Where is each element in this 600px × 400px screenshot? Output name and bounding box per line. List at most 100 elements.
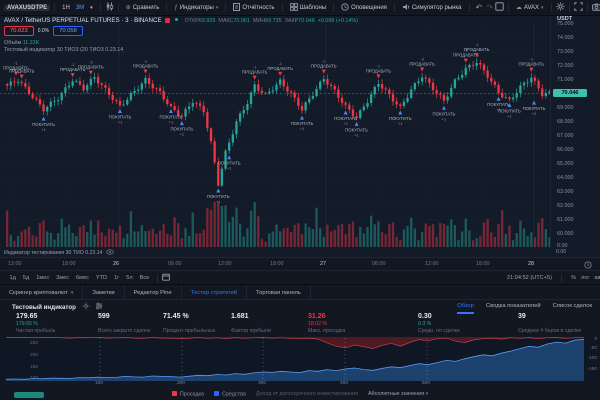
price-tick: 63.000 [557, 188, 574, 195]
cloud-icon: ☁ [515, 5, 522, 11]
range-button-Все[interactable]: Все [139, 275, 150, 281]
strategy-properties-icon[interactable] [95, 302, 103, 312]
range-button-5д[interactable]: 5д [22, 275, 30, 281]
divider [550, 3, 552, 12]
price-tick: 60.000 [557, 230, 574, 237]
price-tick: 68.000 [557, 118, 574, 125]
indicator-scale-value: 0.00 [556, 249, 567, 255]
range-button-1г[interactable]: 1г [114, 275, 120, 281]
drawdown-legend-item[interactable]: Просадка [171, 390, 204, 397]
redo-button[interactable]: ↷ [486, 3, 493, 12]
stat-label: Средн. по сделке [418, 328, 460, 334]
time-axis[interactable]: 12:00 18:00 26 06:00 12:00 18:00 27 06:00 12:00 1… [0, 257, 600, 271]
svg-text:-1: -1 [20, 64, 24, 69]
compare-icon: ⊕ [125, 5, 131, 11]
main-chart-pane[interactable]: ПРОДАВАТЬ -1 ПРОДАВАТЬ -1 ПОКУПАТЬ +1 ПРОДАВАТ… [0, 15, 550, 248]
gear-icon[interactable] [555, 2, 565, 13]
price-tick: 67.000 [557, 132, 574, 139]
symbol-button[interactable]: AVAXUSDTPE [4, 4, 51, 11]
divider [156, 273, 158, 283]
templates-button[interactable]: Шаблоны [287, 2, 330, 13]
stat-label: Процент прибыльных [163, 328, 216, 334]
price-tick: 61.000 [557, 216, 574, 223]
panel-tab-Тестер стратегий[interactable]: Тестер стратегий [182, 285, 248, 300]
tester-tab-Список сделок[interactable]: Список сделок [552, 303, 592, 309]
buy-button[interactable]: 70.058 [53, 26, 83, 36]
equity-legend-item[interactable]: Средства [214, 390, 246, 397]
svg-text:+1: +1 [180, 132, 185, 137]
strategy-settings-gear-icon[interactable] [82, 302, 90, 312]
layout-icon[interactable] [495, 2, 504, 13]
candlestick-chart[interactable]: ПРОДАВАТЬ-1ПРОДАВАТЬ-1ПОКУПАТЬ+1ПРОДАВАТ… [0, 15, 550, 248]
range-button-1мес[interactable]: 1мес [36, 275, 50, 281]
candle-style-icon[interactable] [105, 2, 114, 13]
tester-tab-Сводка показателей[interactable]: Сводка показателей [485, 303, 541, 309]
panel-tab-Заметки[interactable]: Заметки [83, 285, 125, 300]
svg-text:+1: +1 [343, 121, 348, 126]
equity-range-indicator[interactable] [14, 392, 44, 398]
panel-tab-Торговая панель[interactable]: Торговая панель [247, 285, 311, 300]
svg-text:+1: +1 [169, 120, 174, 125]
reports-button[interactable]: Отчётность [230, 2, 277, 13]
stat-Чистая прибыль: 179.65 179.65 % Чистая прибыль [16, 313, 98, 337]
price-axis[interactable]: USDT 75.00074.00073.00072.00071.00070.00… [550, 15, 600, 249]
clock-readout[interactable]: 21:04:52 (UTC+5) [507, 275, 552, 281]
camera-icon[interactable] [591, 3, 600, 13]
price-tick: 69.000 [557, 104, 574, 111]
svg-text:ПОКУПАТЬ: ПОКУПАТЬ [218, 161, 241, 166]
fullscreen-icon[interactable] [573, 2, 583, 13]
timezone-clock-icon[interactable] [584, 261, 592, 271]
log-scale-button[interactable]: лог [580, 275, 590, 281]
range-button-3мес[interactable]: 3мес [56, 275, 69, 281]
svg-text:+1: +1 [118, 120, 123, 125]
svg-text:-1: -1 [278, 61, 282, 66]
eye-icon[interactable] [105, 249, 114, 257]
svg-text:ПОКУПАТЬ: ПОКУПАТЬ [487, 102, 510, 107]
equity-x-tick: 300 [258, 381, 267, 386]
timeframe-1h-button[interactable]: 1Н [62, 4, 70, 11]
svg-text:ПОКУПАТЬ: ПОКУПАТЬ [523, 106, 546, 111]
price-tick: 72.000 [557, 62, 574, 69]
sell-button[interactable]: 70.023 [4, 26, 34, 36]
equity-y-right-tick: -150 [587, 366, 597, 372]
equity-y-right-tick: -50 [590, 345, 597, 351]
equity-x-tick: 500 [422, 381, 431, 386]
undo-button[interactable]: ↶ [475, 3, 483, 12]
volume-scale-tick: 0.00 [557, 243, 568, 249]
time-tick: 12:00 [8, 261, 22, 267]
tester-tab-Обзор[interactable]: Обзор [457, 300, 474, 314]
panel-tab-Редактор Pine[interactable]: Редактор Pine [125, 285, 182, 300]
panel-tab-Скринер криптовалют[interactable]: Скринер криптовалют ▾ [0, 285, 84, 300]
svg-text:ПОКУПАТЬ: ПОКУПАТЬ [207, 194, 230, 199]
stat-label: Среднее # баров в сделке [518, 328, 582, 334]
timeframe-3m-button[interactable]: 3М [75, 4, 85, 11]
time-tick: 27 [320, 261, 326, 267]
auto-scale-button[interactable]: авто [594, 275, 600, 281]
bottom-toolbar: 1д 5д 1мес 3мес 6мес YTD 1г 5л Все 21:04:52 (UTC… [0, 270, 600, 285]
market-simulator-button[interactable]: Симулятор рынка [399, 3, 465, 13]
values-mode-dropdown[interactable]: Абсолютные значения ▾ [367, 391, 429, 397]
equity-curve-chart[interactable]: 250 200 150 100 0 -50 -100 -150 [0, 337, 600, 381]
compare-button[interactable]: ⊕ Сравнить [125, 4, 160, 12]
svg-text:-1: -1 [71, 62, 75, 67]
alerts-button[interactable]: Оповещения [338, 2, 390, 13]
indicators-button[interactable]: ƒ Индикаторы ▾ [174, 4, 219, 11]
percent-scale-button[interactable]: % [570, 275, 576, 281]
chevron-down-icon: ▾ [70, 289, 74, 296]
buyhold-legend-item[interactable]: Доход от долгосрочного инвестирования [255, 391, 358, 397]
tester-indicator-label[interactable]: Индикатор тестирования 30 ТИО 0.23.14 [4, 249, 114, 257]
go-to-date-icon[interactable] [161, 273, 170, 283]
svg-text:ПРОДАВАТЬ: ПРОДАВАТЬ [242, 70, 268, 75]
speaker-icon [402, 3, 410, 13]
chevron-down-icon[interactable]: ▾ [90, 4, 93, 11]
price-tick: 73.000 [557, 48, 574, 55]
svg-text:-1: -1 [464, 48, 468, 53]
equity-x-tick: 400 [340, 381, 349, 386]
range-button-5л[interactable]: 5л [126, 275, 133, 281]
range-button-6мес[interactable]: 6мес [76, 275, 89, 281]
time-tick: 28 [528, 261, 534, 267]
range-button-YTD[interactable]: YTD [95, 275, 108, 281]
range-button-1д[interactable]: 1д [9, 275, 16, 281]
cloud-layout-button[interactable]: ☁ AVAX ▾ [515, 4, 544, 12]
